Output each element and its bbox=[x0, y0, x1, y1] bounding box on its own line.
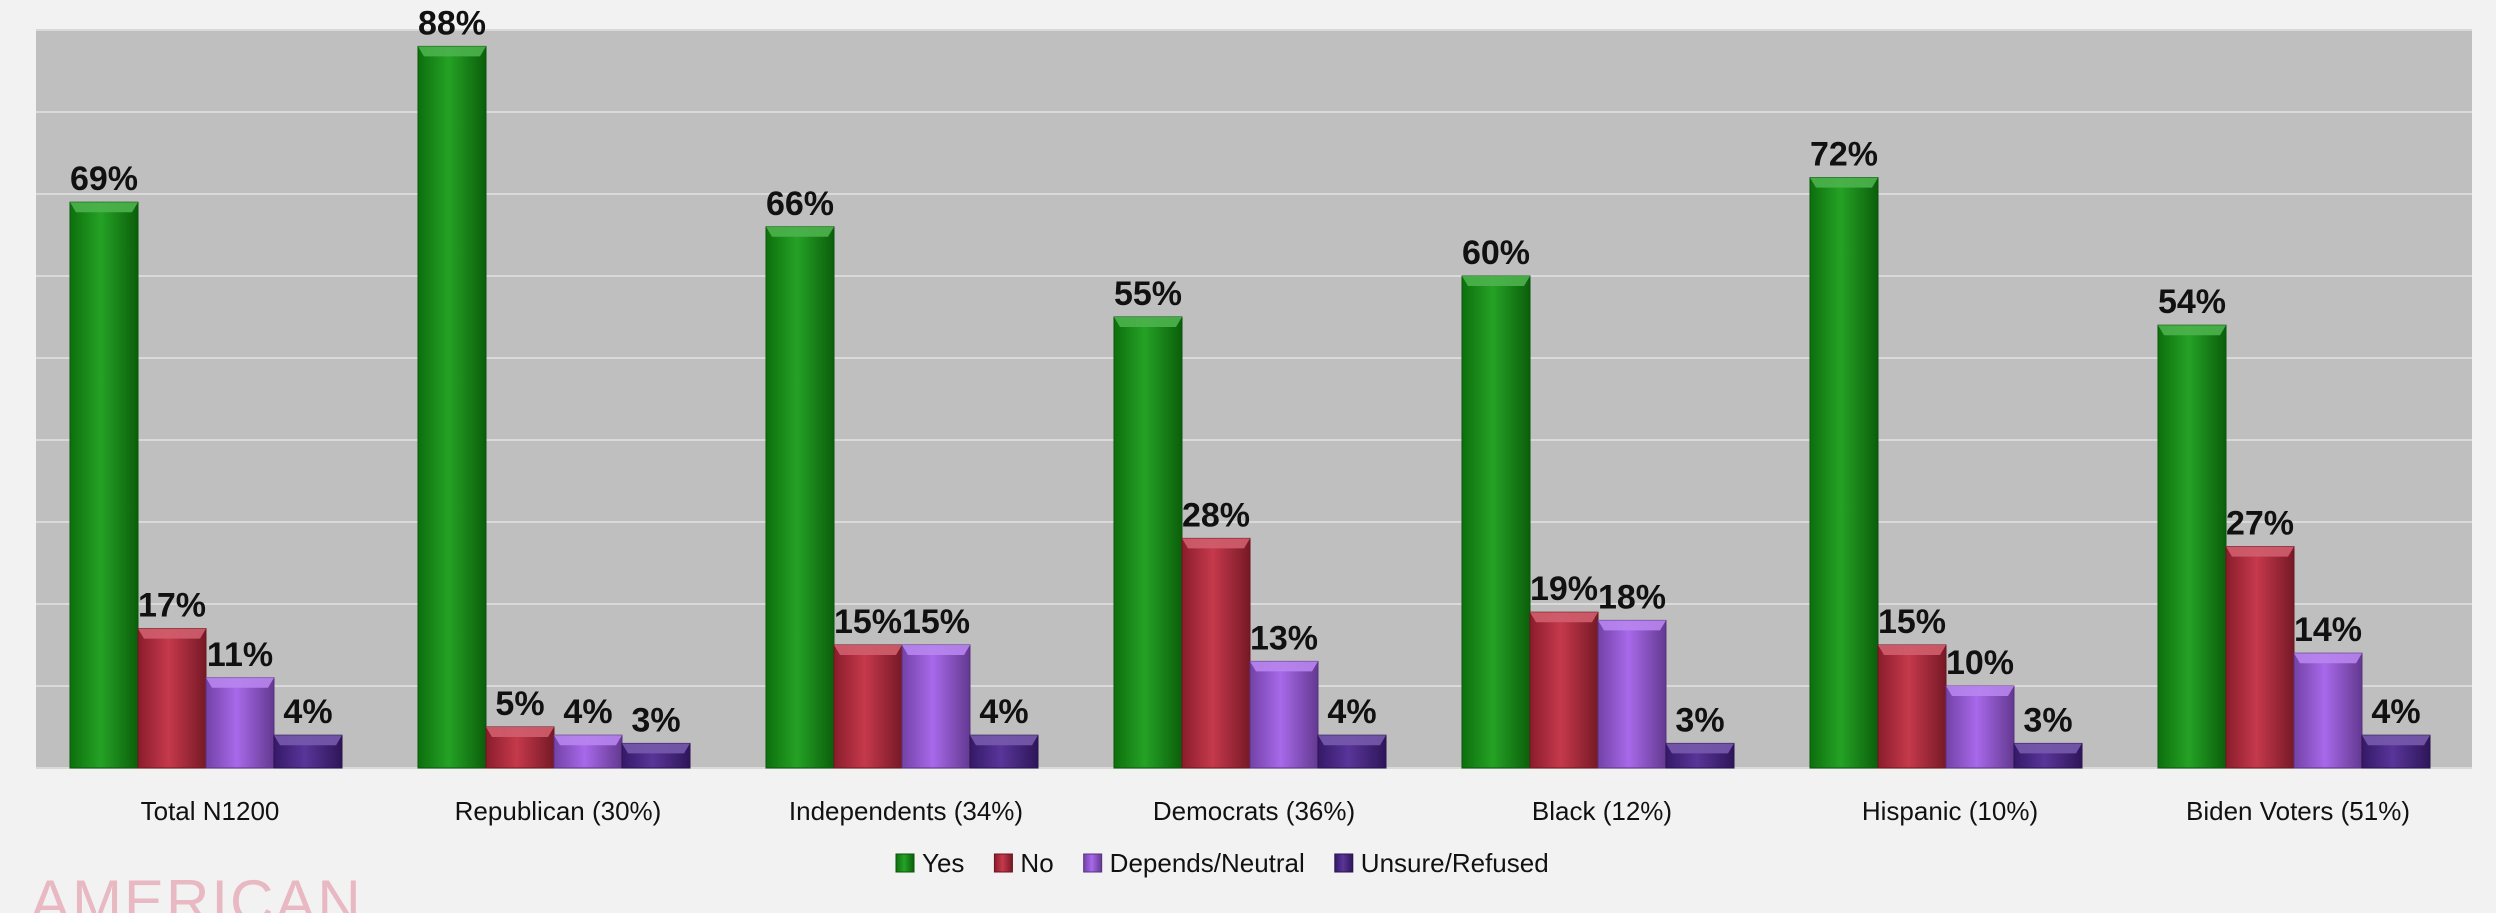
data-label: 66% bbox=[766, 185, 834, 223]
bar-no bbox=[485, 726, 555, 769]
legend-label: No bbox=[1020, 848, 1053, 878]
data-label: 60% bbox=[1462, 234, 1530, 272]
bar-depends-neutral bbox=[205, 677, 275, 769]
bar-yes bbox=[1461, 275, 1531, 769]
bar-no bbox=[1181, 537, 1251, 769]
bar-depends-neutral bbox=[1249, 660, 1319, 769]
bar-depends-neutral bbox=[2293, 652, 2363, 769]
data-label: 69% bbox=[70, 160, 138, 198]
bar-unsure-refused bbox=[1317, 734, 1387, 769]
data-label: 10% bbox=[1946, 644, 2014, 682]
category-label: Black (12%) bbox=[1532, 796, 1672, 826]
legend-item: No bbox=[993, 848, 1054, 878]
category-label: Independents (34%) bbox=[789, 796, 1023, 826]
data-label: 28% bbox=[1182, 496, 1250, 534]
data-label: 3% bbox=[1675, 701, 1724, 739]
data-label: 11% bbox=[207, 636, 273, 674]
bar-depends-neutral bbox=[1945, 685, 2015, 769]
bar-yes bbox=[2157, 324, 2227, 769]
category-label: Hispanic (10%) bbox=[1862, 796, 2038, 826]
data-label: 55% bbox=[1114, 275, 1182, 313]
category-labels: Total N1200 Republican (30%) Independents … bbox=[141, 796, 2410, 826]
data-label: 15% bbox=[1878, 603, 1946, 641]
bar-unsure-refused bbox=[2361, 734, 2431, 769]
bar-yes bbox=[1809, 177, 1879, 769]
bar-depends-neutral bbox=[553, 734, 623, 769]
category-label: Total N1200 bbox=[141, 796, 280, 826]
data-label: 27% bbox=[2226, 505, 2294, 543]
data-label: 4% bbox=[2371, 693, 2420, 731]
data-label: 15% bbox=[902, 603, 970, 641]
data-label: 5% bbox=[495, 685, 544, 723]
bar-no bbox=[1877, 644, 1947, 769]
legend-label: Yes bbox=[922, 848, 964, 878]
legend-item: Yes bbox=[895, 848, 964, 878]
bar-unsure-refused bbox=[621, 742, 691, 769]
bar-yes bbox=[417, 45, 487, 769]
bar-yes bbox=[69, 201, 139, 769]
data-label: 3% bbox=[2023, 701, 2072, 739]
legend-item: Unsure/Refused bbox=[1334, 848, 1549, 878]
data-label: 4% bbox=[1327, 693, 1376, 731]
legend-label: Unsure/Refused bbox=[1361, 848, 1549, 878]
data-label: 54% bbox=[2158, 283, 2226, 321]
bar-depends-neutral bbox=[1597, 619, 1667, 769]
data-labels: 69%17%11%4%88%5% 4% 3%66%15% 15%4%55%28%13%… bbox=[70, 4, 2421, 739]
data-label: 18% bbox=[1598, 578, 1666, 616]
legend-item: Depends/Neutral bbox=[1083, 848, 1305, 878]
data-label: 15% bbox=[834, 603, 902, 641]
bar-unsure-refused bbox=[1665, 742, 1735, 769]
category-label: Biden Voters (51%) bbox=[2186, 796, 2410, 826]
bar-no bbox=[2225, 546, 2295, 769]
data-label: 14% bbox=[2294, 611, 2362, 649]
bar-yes bbox=[1113, 316, 1183, 769]
bar-no bbox=[833, 644, 903, 769]
data-label: 4% bbox=[283, 693, 332, 731]
bar-depends-neutral bbox=[901, 644, 971, 769]
data-label: 17% bbox=[138, 587, 206, 625]
legend: Yes No Depends/Neutral Unsure/Refused bbox=[895, 848, 1549, 878]
data-label: 13% bbox=[1250, 619, 1318, 657]
data-label: 4% bbox=[979, 693, 1028, 731]
bar-no bbox=[137, 628, 207, 769]
category-label: Republican (30%) bbox=[455, 796, 662, 826]
bar-unsure-refused bbox=[969, 734, 1039, 769]
data-label: 88% bbox=[418, 4, 486, 42]
bar-yes bbox=[765, 226, 835, 769]
data-label: 3% bbox=[631, 701, 680, 739]
bars bbox=[69, 45, 2431, 769]
bar-no bbox=[1529, 611, 1599, 769]
legend-label: Depends/Neutral bbox=[1110, 848, 1305, 878]
bar-unsure-refused bbox=[2013, 742, 2083, 769]
data-label: 19% bbox=[1530, 570, 1598, 608]
data-label: 72% bbox=[1810, 136, 1878, 174]
data-label: 4% bbox=[563, 693, 612, 731]
category-label: Democrats (36%) bbox=[1153, 796, 1355, 826]
watermark-text: AMERICAN bbox=[30, 868, 363, 913]
bar-unsure-refused bbox=[273, 734, 343, 769]
